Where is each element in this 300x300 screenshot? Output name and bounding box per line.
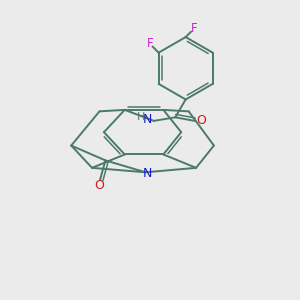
Text: H: H xyxy=(137,112,146,122)
Text: O: O xyxy=(196,114,206,128)
Text: F: F xyxy=(191,22,197,35)
Text: N: N xyxy=(142,113,152,126)
Text: F: F xyxy=(146,37,153,50)
Text: N: N xyxy=(142,167,152,180)
Text: O: O xyxy=(94,179,104,192)
